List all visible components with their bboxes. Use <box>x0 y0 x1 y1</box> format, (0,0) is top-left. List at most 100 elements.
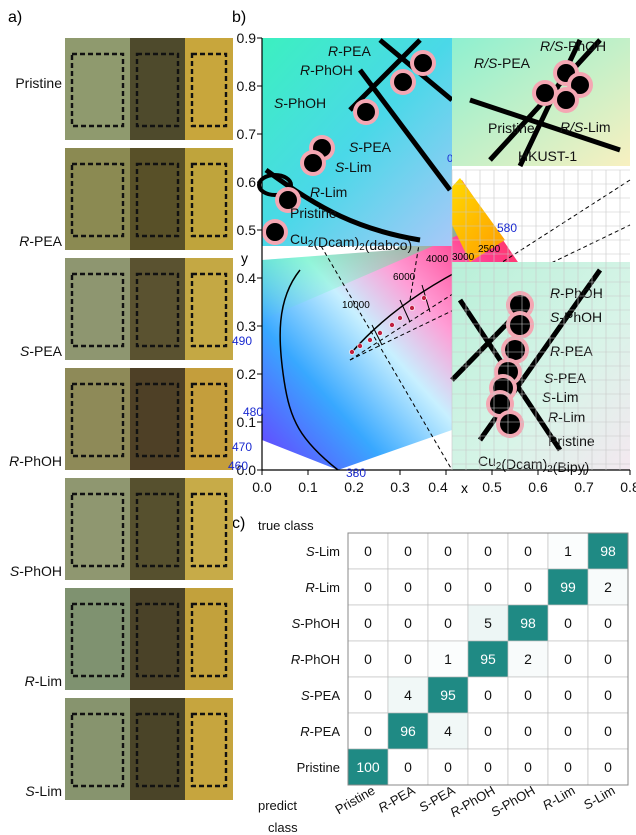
label-prefix: R <box>291 652 300 667</box>
x-tick-label: 0.4 <box>428 479 448 495</box>
marker <box>266 223 284 241</box>
label-prefix: R <box>548 409 558 425</box>
x-title: predict <box>258 798 297 813</box>
temperature-label: 10000 <box>342 300 370 311</box>
label-prefix: S <box>10 563 20 579</box>
matrix-value: 0 <box>604 759 612 775</box>
matrix-value: 0 <box>564 651 572 667</box>
inset-edge-mark: 0 <box>447 153 453 165</box>
inset-point-label: R-Lim <box>310 184 347 200</box>
inset-bipy: R-PhOHS-PhOHR-PEAS-PEAS-LimR-LimPristine… <box>450 262 630 475</box>
sample-electrode <box>190 52 228 128</box>
label-rest: -PEA <box>553 370 586 386</box>
matrix-value: 0 <box>364 651 372 667</box>
column-label: R-Lim <box>540 783 578 813</box>
label-rest: -PEA <box>310 724 341 739</box>
temperature-label: 2500 <box>478 244 501 255</box>
inset-point-label: R-Lim <box>548 409 585 425</box>
column-label: Pristine <box>332 783 377 818</box>
formula-part: (Dcam) <box>313 234 359 250</box>
matrix-value: 98 <box>600 543 616 559</box>
x-axis-label: x <box>461 480 468 496</box>
matrix-value: 1 <box>564 543 572 559</box>
inset-lines <box>257 173 293 197</box>
matrix-value: 0 <box>404 759 412 775</box>
formula-part: Cu <box>478 453 496 469</box>
matrix-value: 5 <box>484 615 492 631</box>
marker <box>490 394 510 414</box>
column-label: R-PEA <box>376 782 418 815</box>
row-label: S-PEA <box>301 688 340 703</box>
label-rest: -PhOH <box>563 38 606 54</box>
sample-electrode <box>135 492 180 568</box>
formula-part: 2 <box>359 242 364 253</box>
label-rest: -PhOH <box>560 285 603 301</box>
inset-point-label: S-PhOH <box>274 95 326 111</box>
matrix-cell <box>387 712 429 750</box>
matrix-value: 0 <box>444 543 452 559</box>
temperature-label: 4000 <box>426 254 449 265</box>
matrix-value: 0 <box>484 723 492 739</box>
label-rest: -PhOH <box>559 309 602 325</box>
y-tick-label: 0.3 <box>237 318 257 334</box>
sample-electrode <box>70 272 125 348</box>
matrix-value: 98 <box>520 615 536 631</box>
label-rest: -PhOH <box>19 453 62 469</box>
marker <box>394 73 412 91</box>
label-rest: -PEA <box>29 233 62 249</box>
sample-label: S-PEA <box>20 343 63 359</box>
inset-point-label: R/S-PEA <box>474 55 531 71</box>
matrix-value: 1 <box>444 651 452 667</box>
marker <box>505 340 525 360</box>
label-rest: -PEA <box>338 43 371 59</box>
row-label: R-PhOH <box>291 652 340 667</box>
matrix-cell <box>547 640 589 678</box>
matrix-cell <box>467 568 509 606</box>
matrix-value: 0 <box>564 759 572 775</box>
matrix-value: 0 <box>524 723 532 739</box>
x-tick-label: 0.8 <box>620 479 636 495</box>
inset-title: Cu2(Dcam)2(dabco) <box>290 231 412 253</box>
matrix-cell <box>347 532 389 570</box>
matrix-value: 2 <box>524 651 532 667</box>
label-prefix: R <box>550 343 560 359</box>
matrix-cell <box>427 748 469 786</box>
temperature-label: 3000 <box>452 252 475 263</box>
matrix-cell <box>427 568 469 606</box>
matrix-cell <box>547 712 589 750</box>
matrix-value: 0 <box>484 687 492 703</box>
formula-part: (Bipy) <box>553 459 590 475</box>
inset-point-label: R-PEA <box>328 43 371 59</box>
x-tick-label: 0.2 <box>344 479 364 495</box>
x-tick-label: 0.1 <box>298 479 318 495</box>
matrix-cell <box>387 748 429 786</box>
sample-electrode <box>70 52 125 128</box>
matrix-value: 0 <box>604 651 612 667</box>
marker <box>279 191 297 209</box>
marker <box>536 84 554 102</box>
sample-label: Pristine <box>15 75 62 91</box>
matrix-cell <box>587 604 629 642</box>
matrix-value: 0 <box>524 543 532 559</box>
inset-title: HKUST-1 <box>518 148 577 164</box>
label-prefix: R <box>300 62 310 78</box>
main-plot-points <box>349 295 427 355</box>
row-label: R-PEA <box>300 724 340 739</box>
label-rest: -Lim <box>548 783 577 809</box>
matrix-cell <box>347 568 389 606</box>
sample-electrode <box>135 712 180 788</box>
matrix-cell <box>547 676 589 714</box>
matrix-cell <box>467 712 509 750</box>
matrix-cell <box>547 748 589 786</box>
matrix-value: 4 <box>444 723 452 739</box>
label-prefix: R <box>25 673 35 689</box>
label-prefix: R <box>9 453 19 469</box>
matrix-value: 0 <box>364 687 372 703</box>
matrix-cell <box>507 604 549 642</box>
matrix-cell <box>547 568 589 606</box>
row-label: Pristine <box>297 760 340 775</box>
matrix-value: 0 <box>524 687 532 703</box>
matrix-value: 0 <box>484 759 492 775</box>
sample-electrode <box>70 602 125 678</box>
